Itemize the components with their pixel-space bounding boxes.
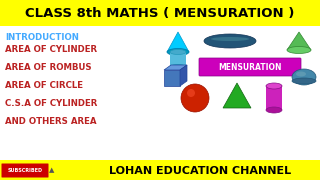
Text: SUBSCRIBED: SUBSCRIBED [7,168,43,173]
FancyBboxPatch shape [199,58,301,76]
Ellipse shape [167,48,189,55]
FancyBboxPatch shape [0,160,320,180]
Ellipse shape [170,50,186,55]
Text: MENSURATION: MENSURATION [218,62,282,71]
Ellipse shape [170,64,186,69]
Polygon shape [164,65,187,70]
Text: C.S.A OF CYLINDER: C.S.A OF CYLINDER [5,98,97,107]
Text: AREA OF ROMBUS: AREA OF ROMBUS [5,62,92,71]
FancyBboxPatch shape [0,26,320,160]
Polygon shape [164,70,180,86]
Text: AREA OF CYLINDER: AREA OF CYLINDER [5,44,97,53]
Text: ▲: ▲ [49,168,55,174]
Ellipse shape [211,37,249,41]
Ellipse shape [287,46,311,53]
FancyBboxPatch shape [266,85,282,110]
Circle shape [187,89,195,97]
FancyBboxPatch shape [0,0,320,26]
Text: LOHAN EDUCATION CHANNEL: LOHAN EDUCATION CHANNEL [109,165,291,176]
Ellipse shape [296,71,306,76]
Text: INTRODUCTION: INTRODUCTION [5,33,79,42]
FancyBboxPatch shape [2,163,49,177]
Text: AREA OF CIRCLE: AREA OF CIRCLE [5,80,83,89]
Ellipse shape [292,78,316,84]
Circle shape [181,84,209,112]
Ellipse shape [292,69,316,85]
Ellipse shape [266,107,282,113]
Polygon shape [223,83,251,108]
Polygon shape [287,32,311,50]
Ellipse shape [204,34,256,48]
Ellipse shape [266,83,282,89]
FancyBboxPatch shape [170,52,186,67]
Polygon shape [180,65,187,86]
Polygon shape [167,32,189,52]
Text: AND OTHERS AREA: AND OTHERS AREA [5,116,97,125]
Text: CLASS 8th MATHS ( MENSURATION ): CLASS 8th MATHS ( MENSURATION ) [25,6,295,19]
